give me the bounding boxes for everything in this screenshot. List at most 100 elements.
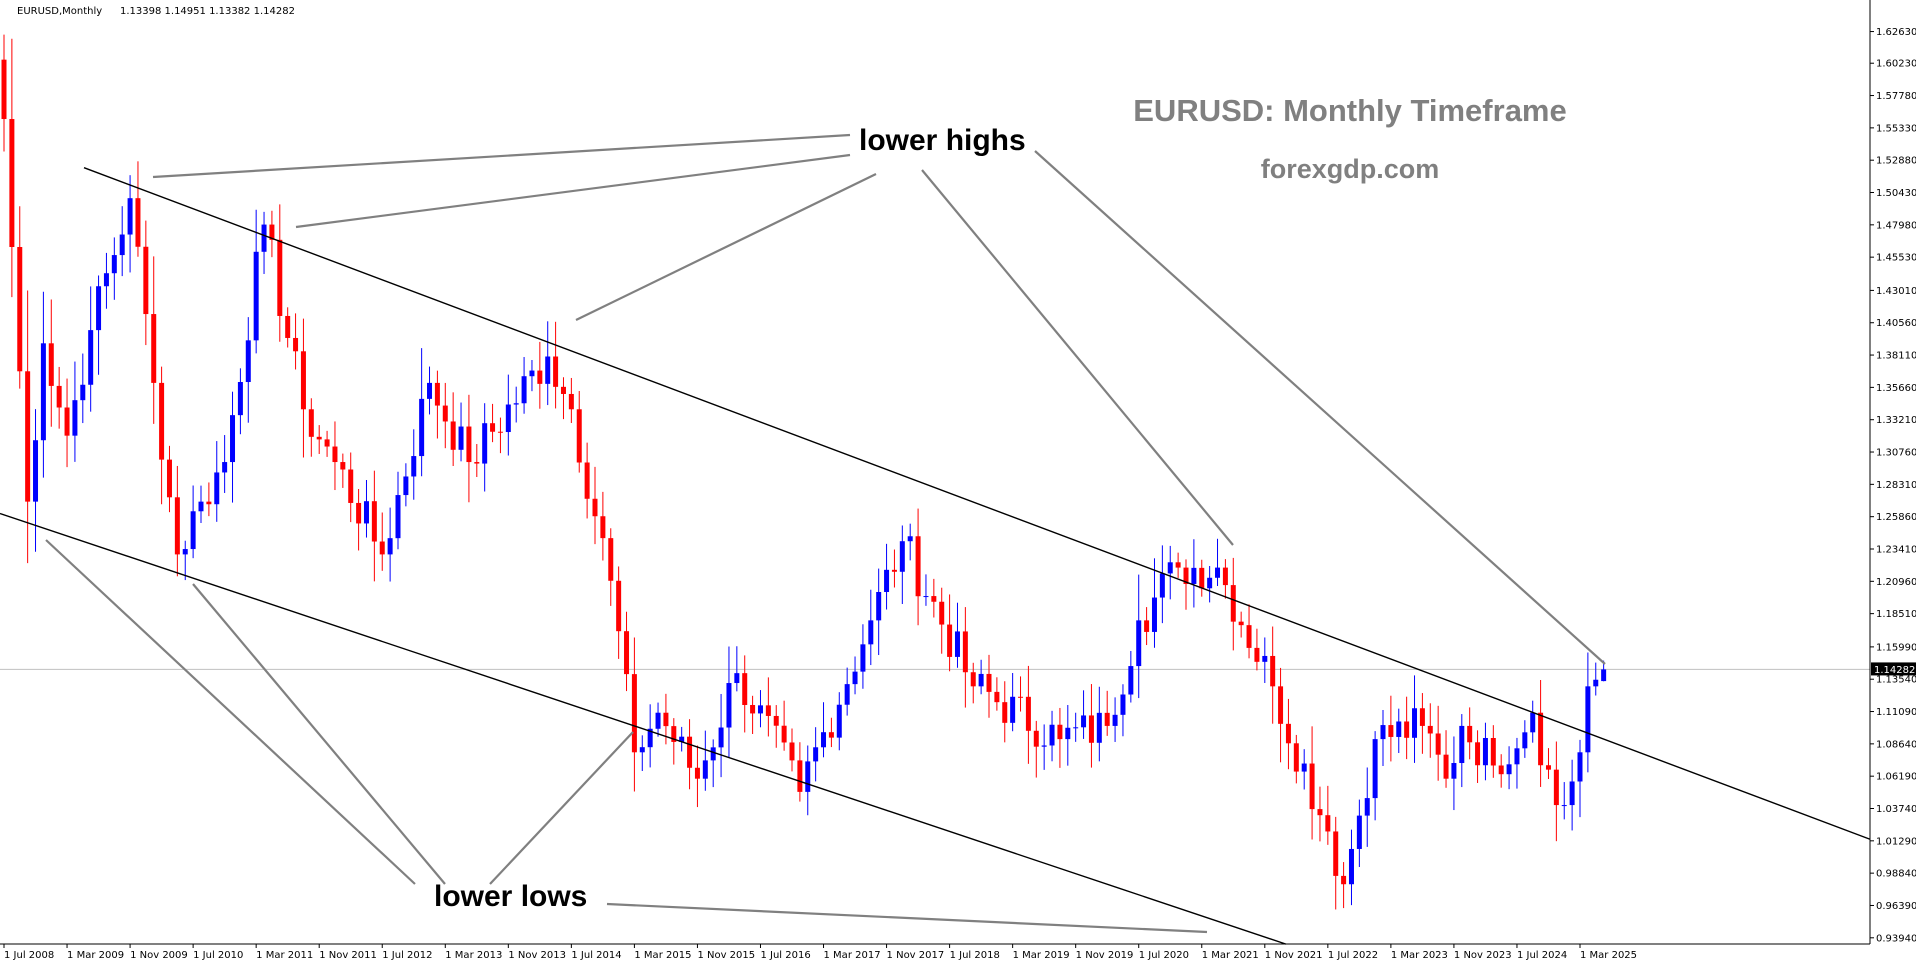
candle-body (513, 403, 519, 405)
annotation-pointer-line (152, 133, 851, 179)
candle-body (442, 405, 448, 422)
candle-body (553, 356, 559, 387)
candle-body (1341, 875, 1347, 885)
candle-body (915, 536, 921, 597)
candle-body (269, 224, 275, 240)
x-tick-label: 1 Mar 2011 (256, 950, 313, 961)
x-tick-label: 1 Nov 2017 (887, 950, 945, 961)
candle-body (1175, 562, 1181, 568)
y-tick-label: 1.23410 (1876, 544, 1916, 555)
candle-body (332, 446, 338, 463)
x-tick-label: 1 Jul 2016 (760, 950, 810, 961)
annotation-pointer-line (489, 731, 634, 885)
y-tick-label: 1.43010 (1876, 286, 1916, 297)
candle-body (884, 569, 890, 592)
x-tick-label: 1 Nov 2013 (508, 950, 566, 961)
y-tick-label: 1.18510 (1876, 609, 1916, 620)
y-tick-label: 1.28310 (1876, 480, 1916, 491)
candle-body (1435, 733, 1441, 755)
candle-body (9, 119, 15, 248)
candle-body (537, 370, 543, 384)
candle-body (135, 198, 141, 247)
candle-body (907, 536, 913, 542)
candle-body (253, 251, 259, 341)
candle-body (655, 712, 661, 729)
candle-body (1151, 597, 1157, 632)
candle-body (17, 247, 23, 372)
y-tick-label: 1.47980 (1876, 220, 1916, 231)
x-tick-label: 1 Nov 2009 (130, 950, 188, 961)
candle-body (781, 725, 787, 743)
candle-body (1333, 831, 1339, 876)
candle-body (324, 439, 330, 447)
candle-body (978, 673, 984, 687)
candle-body (1167, 562, 1173, 574)
candle-body (1207, 577, 1213, 589)
candle-body (395, 495, 401, 539)
annotation-pointer-line (192, 583, 446, 885)
y-tick-label: 1.33210 (1876, 415, 1916, 426)
candle-body (939, 601, 945, 625)
candle-body (419, 398, 425, 457)
candle-body (687, 736, 693, 768)
candle-body (277, 239, 283, 316)
x-tick-label: 1 Jul 2022 (1328, 950, 1378, 961)
candle-body (1545, 765, 1551, 770)
candle-body (1018, 696, 1024, 698)
x-tick-label: 1 Jul 2010 (193, 950, 243, 961)
candle-body (151, 314, 157, 383)
y-tick-label: 1.03740 (1876, 804, 1916, 815)
candle-body (245, 340, 251, 383)
candle-body (293, 337, 299, 352)
x-tick-label: 1 Mar 2013 (445, 950, 502, 961)
y-tick-label: 1.20960 (1876, 577, 1916, 588)
candle-body (947, 624, 953, 657)
x-tick-label: 1 Jul 2012 (382, 950, 432, 961)
candle-body (797, 760, 803, 792)
candle-body (789, 742, 795, 761)
candle-body (1601, 669, 1607, 682)
candle-body (1380, 725, 1386, 740)
candle-body (1498, 765, 1504, 775)
candle-body (1522, 732, 1528, 749)
candle-body (1254, 647, 1260, 662)
candle-body (1569, 781, 1575, 806)
candle-body (1159, 573, 1165, 598)
x-tick-label: 1 Nov 2019 (1076, 950, 1134, 961)
annotation-pointer-line (1034, 150, 1606, 665)
candle-body (1230, 585, 1236, 622)
x-tick-label: 1 Nov 2015 (697, 950, 755, 961)
candle-body (356, 502, 362, 524)
candle-body (1112, 714, 1118, 726)
candle-body (143, 246, 149, 315)
candle-body (521, 376, 527, 404)
y-tick-label: 1.60230 (1876, 59, 1916, 70)
candle-body (1183, 567, 1189, 584)
candle-body (1088, 715, 1094, 743)
candle-body (813, 747, 819, 762)
candle-body (1238, 621, 1244, 626)
candle-body (931, 596, 937, 602)
candle-body (1049, 724, 1055, 746)
candle-body (1041, 745, 1047, 747)
candle-body (316, 436, 322, 440)
candle-body (608, 538, 614, 581)
candle-body (962, 631, 968, 673)
candle-body (1057, 724, 1063, 740)
candle-body (663, 712, 669, 727)
y-tick-label: 0.96390 (1876, 901, 1916, 912)
candle-body (1372, 739, 1378, 799)
y-tick-label: 1.25860 (1876, 512, 1916, 523)
candle-body (434, 382, 440, 406)
candle-body (48, 343, 54, 386)
annotation-pointer-line (295, 153, 851, 229)
candle-body (923, 596, 929, 598)
candle-body (206, 501, 212, 505)
y-tick-label: 1.38110 (1876, 351, 1916, 362)
candle-body (371, 501, 377, 542)
x-tick-label: 1 Nov 2011 (319, 950, 377, 961)
candle-body (545, 356, 551, 384)
candle-body (860, 644, 866, 672)
chart-ohlc-label: 1.13398 1.14951 1.13382 1.14282 (120, 6, 295, 17)
candle-body (40, 343, 46, 441)
